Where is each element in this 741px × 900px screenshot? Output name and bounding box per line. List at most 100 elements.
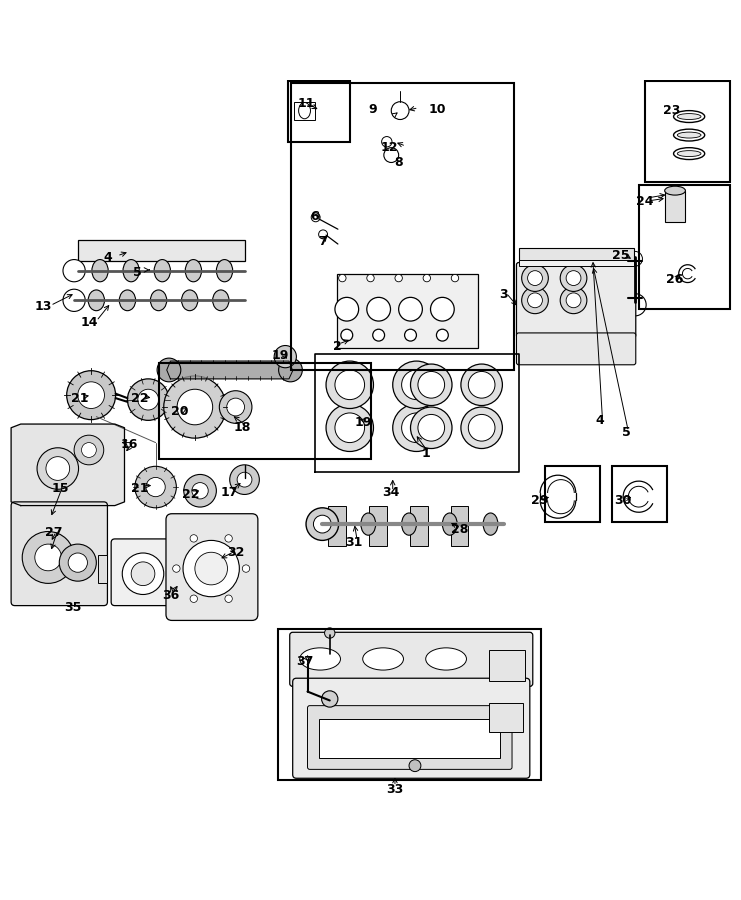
Text: 4: 4 (103, 251, 112, 264)
Polygon shape (167, 361, 293, 379)
Bar (98, 555, 107, 583)
Text: 22: 22 (182, 488, 200, 501)
Circle shape (468, 372, 495, 398)
Text: 22: 22 (130, 392, 148, 405)
Circle shape (146, 477, 165, 497)
Ellipse shape (677, 132, 701, 138)
Text: 28: 28 (451, 523, 468, 536)
Circle shape (131, 562, 155, 586)
Circle shape (560, 287, 587, 314)
Circle shape (367, 297, 391, 321)
Text: 36: 36 (162, 590, 179, 602)
Ellipse shape (119, 290, 136, 310)
Bar (337, 274, 478, 347)
Circle shape (237, 472, 252, 487)
Bar (489, 704, 523, 732)
Circle shape (451, 274, 459, 282)
Bar (519, 260, 634, 266)
Circle shape (192, 482, 208, 499)
Ellipse shape (299, 103, 310, 119)
Ellipse shape (425, 648, 467, 670)
Text: 35: 35 (64, 600, 82, 614)
Text: 25: 25 (612, 249, 630, 263)
Text: 4: 4 (596, 414, 605, 427)
Ellipse shape (185, 259, 202, 282)
Circle shape (319, 230, 328, 238)
Text: 12: 12 (380, 141, 398, 154)
Circle shape (566, 271, 581, 285)
Bar (78, 240, 245, 261)
Text: 19: 19 (354, 416, 372, 429)
Ellipse shape (361, 513, 376, 536)
Bar (288, 81, 350, 142)
Circle shape (411, 364, 452, 406)
Bar (545, 466, 600, 522)
Bar (328, 506, 346, 546)
Bar (519, 248, 634, 261)
Text: 3: 3 (499, 288, 508, 301)
Ellipse shape (123, 259, 139, 282)
Circle shape (195, 553, 227, 585)
Circle shape (164, 376, 226, 438)
Circle shape (190, 595, 197, 602)
Circle shape (566, 292, 581, 308)
Circle shape (311, 213, 320, 221)
Circle shape (384, 148, 399, 163)
Text: 23: 23 (663, 104, 681, 117)
Ellipse shape (677, 150, 701, 157)
Circle shape (173, 565, 180, 572)
Bar (639, 185, 730, 310)
Circle shape (274, 346, 296, 368)
Circle shape (22, 532, 74, 583)
Circle shape (393, 361, 440, 409)
Text: 21: 21 (130, 482, 148, 495)
Circle shape (528, 271, 542, 285)
Circle shape (461, 407, 502, 448)
Text: 1: 1 (422, 447, 431, 460)
Circle shape (402, 413, 431, 443)
Ellipse shape (150, 290, 167, 310)
Circle shape (306, 508, 339, 540)
FancyBboxPatch shape (290, 633, 533, 687)
Circle shape (411, 407, 452, 448)
Circle shape (418, 414, 445, 441)
Text: 15: 15 (52, 482, 70, 495)
Ellipse shape (402, 513, 416, 536)
Text: 13: 13 (34, 301, 52, 313)
Text: 24: 24 (636, 195, 654, 208)
Circle shape (37, 448, 79, 490)
Circle shape (560, 265, 587, 292)
Ellipse shape (213, 290, 229, 310)
Circle shape (279, 358, 302, 382)
Text: 32: 32 (227, 545, 245, 559)
FancyBboxPatch shape (308, 706, 512, 770)
Polygon shape (11, 424, 124, 506)
Ellipse shape (320, 513, 335, 536)
Bar (278, 629, 541, 779)
Circle shape (325, 628, 335, 638)
Circle shape (393, 404, 440, 452)
Text: 18: 18 (233, 421, 251, 435)
Circle shape (367, 274, 374, 282)
Circle shape (431, 297, 454, 321)
Text: 5: 5 (622, 427, 631, 439)
Circle shape (127, 379, 169, 420)
Circle shape (35, 544, 62, 571)
Text: 7: 7 (318, 235, 327, 248)
Text: 10: 10 (428, 103, 446, 115)
Text: 19: 19 (271, 348, 289, 362)
Circle shape (335, 413, 365, 443)
FancyBboxPatch shape (516, 263, 636, 338)
Bar (369, 506, 387, 546)
Ellipse shape (674, 111, 705, 122)
Bar (665, 191, 685, 221)
Bar (451, 506, 468, 546)
Circle shape (78, 382, 104, 409)
FancyBboxPatch shape (516, 333, 636, 364)
Circle shape (382, 137, 392, 147)
Ellipse shape (674, 148, 705, 159)
Circle shape (399, 297, 422, 321)
Circle shape (227, 398, 245, 416)
Circle shape (522, 287, 548, 314)
Circle shape (135, 466, 176, 508)
